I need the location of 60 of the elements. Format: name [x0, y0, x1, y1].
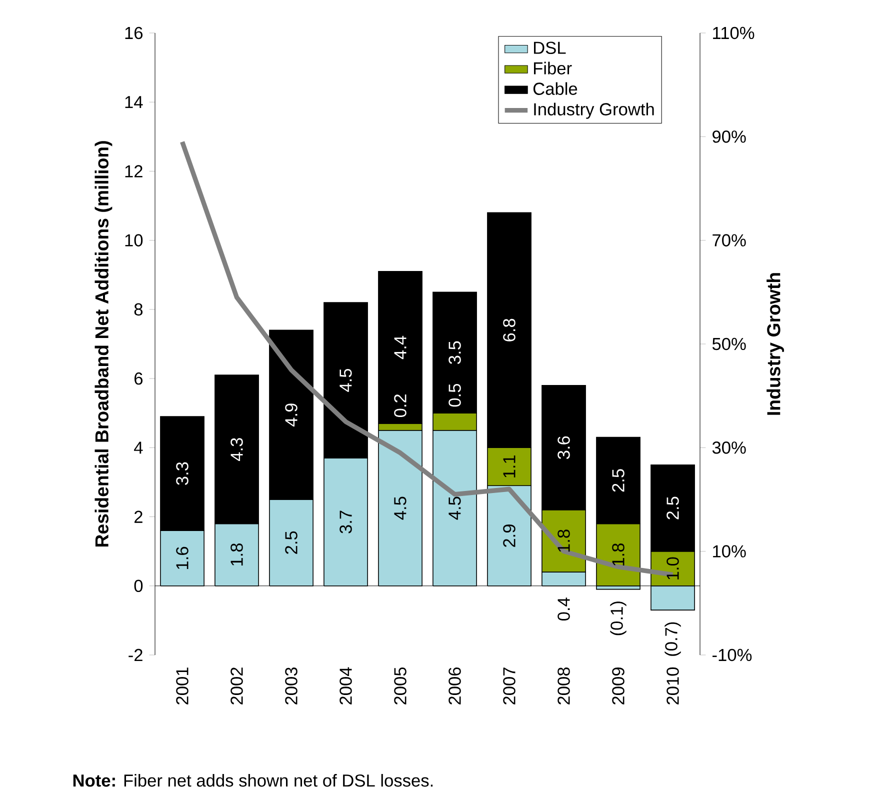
y-tick-label: 14	[125, 96, 143, 108]
text: Note: Fiber net adds shown net of DSL losses.	[73, 774, 433, 787]
legend-label: Fiber	[534, 62, 572, 74]
x-tick-label: 2004	[340, 667, 352, 704]
legend-label: Industry Growth	[534, 102, 654, 119]
y-tick-label: 10	[125, 234, 143, 246]
data-label: 3.3	[176, 462, 188, 485]
y-axis-title: Residential Broadband Net Additions (million)	[94, 141, 112, 547]
y2-axis-title: Industry Growth	[766, 273, 784, 415]
legend-label: Cable	[533, 82, 578, 95]
data-label: 2.5	[285, 531, 298, 554]
data-label: 0.4	[558, 598, 570, 621]
x-tick-label: 2006	[448, 667, 461, 704]
x-tick-label: 2010	[666, 667, 679, 704]
y-tick-label: 4	[134, 442, 143, 454]
x-tick-label: 2003	[285, 667, 298, 704]
data-label: 2.9	[503, 524, 516, 547]
data-label: 4.5	[340, 368, 352, 392]
data-label: 4.5	[394, 496, 406, 520]
data-label: 1.8	[612, 543, 624, 566]
x-tick-label: 2007	[503, 668, 516, 704]
x-tick-label: 2001	[176, 668, 188, 704]
y-tick-label: 12	[125, 165, 142, 178]
y-tick-label: 0	[134, 580, 143, 592]
x-tick-label: 2005	[394, 667, 406, 704]
data-label: 2.5	[612, 469, 624, 492]
data-label: 3.5	[448, 341, 461, 364]
data-label: 3.6	[558, 436, 570, 460]
data-label: 4.4	[394, 336, 406, 360]
data-label: 4.3	[230, 438, 243, 462]
data-label: (0.7)	[664, 622, 681, 656]
y2-tick-label: 90%	[712, 130, 746, 143]
data-label: 1.6	[176, 546, 188, 569]
y2-tick-label: 30%	[712, 442, 746, 454]
x-tick-label: 2002	[230, 668, 243, 704]
data-label: 0.2	[394, 394, 406, 418]
y-tick-label: 2	[134, 510, 142, 523]
data-label: 1.1	[503, 455, 516, 478]
legend-label: DSL	[534, 42, 566, 54]
y-tick-label: 6	[134, 372, 143, 385]
x-tick-label: 2008	[558, 667, 570, 704]
y-tick-label: 16	[125, 26, 143, 40]
y2-tick-label: -10%	[712, 648, 752, 662]
data-label: 1.8	[230, 543, 243, 566]
data-label: 4.9	[285, 404, 298, 426]
data-label: 6.8	[503, 318, 516, 342]
data-label: 2.5	[666, 496, 679, 520]
data-label: 3.7	[340, 510, 352, 534]
x-tick-label: 2009	[612, 668, 624, 704]
data-label: (0.1)	[610, 602, 626, 636]
y2-tick-label: 50%	[712, 338, 746, 350]
data-label: 0.5	[448, 384, 461, 407]
data-label: 1.0	[666, 557, 679, 580]
y-tick-label: -2	[128, 648, 142, 662]
y-tick-label: 8	[134, 303, 143, 316]
y2-tick-label: 110%	[713, 26, 754, 40]
y2-tick-label: 70%	[712, 234, 746, 246]
data-label: 4.5	[448, 496, 461, 520]
data-label: 1.8	[558, 530, 570, 552]
y2-tick-label: 10%	[713, 545, 746, 558]
